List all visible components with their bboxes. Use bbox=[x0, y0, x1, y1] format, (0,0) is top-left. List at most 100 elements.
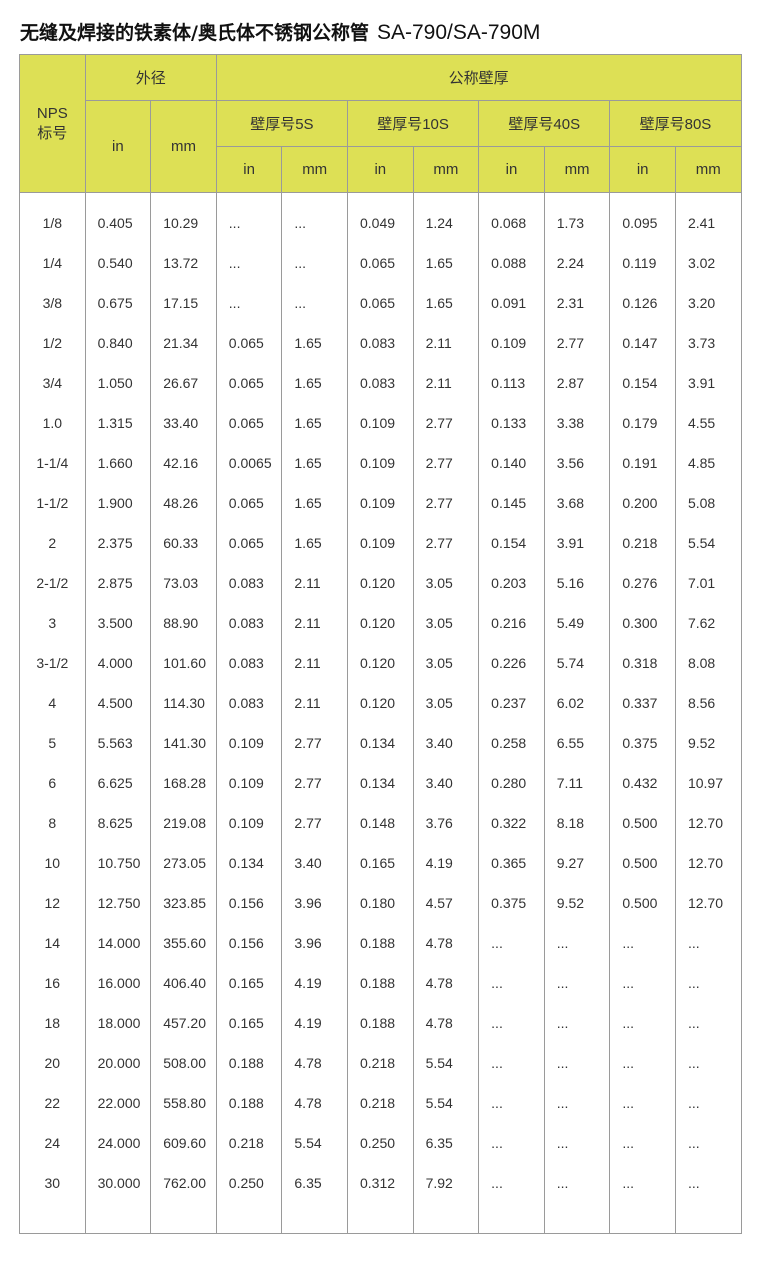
value-cell: 0.318 bbox=[609, 643, 676, 683]
value-cell: 6.02 bbox=[543, 683, 611, 723]
value-cell: 323.85 bbox=[150, 883, 217, 923]
header-sch-10s: 壁厚号10S bbox=[346, 100, 480, 147]
value-cell: 0.165 bbox=[215, 963, 283, 1003]
value-cell: 0.337 bbox=[609, 683, 676, 723]
value-cell: 0.188 bbox=[346, 963, 414, 1003]
value-cell: 7.62 bbox=[674, 603, 742, 643]
value-cell: 0.109 bbox=[478, 323, 545, 363]
value-cell: ... bbox=[543, 963, 611, 1003]
value-cell: ... bbox=[609, 1123, 676, 1163]
value-cell: 1.65 bbox=[281, 403, 348, 443]
value-cell: 4.85 bbox=[674, 443, 742, 483]
value-cell: 0.840 bbox=[84, 323, 152, 363]
value-cell: 3.40 bbox=[412, 763, 480, 803]
value-cell: 0.109 bbox=[215, 803, 283, 843]
value-cell: 0.109 bbox=[346, 523, 414, 563]
value-cell: 13.72 bbox=[150, 243, 217, 283]
value-cell: 3.68 bbox=[543, 483, 611, 523]
spacer-cell bbox=[281, 1203, 348, 1234]
value-cell: ... bbox=[478, 1123, 545, 1163]
nps-cell: 1/2 bbox=[19, 323, 86, 363]
value-cell: 609.60 bbox=[150, 1123, 217, 1163]
value-cell: 3.05 bbox=[412, 683, 480, 723]
spacer-cell bbox=[346, 1203, 414, 1234]
spacer-cell bbox=[215, 1203, 283, 1234]
value-cell: 5.74 bbox=[543, 643, 611, 683]
value-cell: ... bbox=[281, 283, 348, 323]
value-cell: 0.120 bbox=[346, 563, 414, 603]
value-cell: 0.109 bbox=[215, 763, 283, 803]
spacer-row bbox=[19, 1203, 742, 1234]
value-cell: 2.77 bbox=[281, 803, 348, 843]
value-cell: ... bbox=[281, 203, 348, 243]
value-cell: 0.134 bbox=[215, 843, 283, 883]
value-cell: 2.31 bbox=[543, 283, 611, 323]
value-cell: 0.154 bbox=[609, 363, 676, 403]
value-cell: 0.500 bbox=[609, 803, 676, 843]
value-cell: 0.191 bbox=[609, 443, 676, 483]
nps-cell: 12 bbox=[19, 883, 86, 923]
header-sch-5s: 壁厚号5S bbox=[215, 100, 348, 147]
value-cell: 0.375 bbox=[609, 723, 676, 763]
value-cell: 0.065 bbox=[215, 403, 283, 443]
value-cell: 9.52 bbox=[543, 883, 611, 923]
value-cell: 5.49 bbox=[543, 603, 611, 643]
value-cell: 4.500 bbox=[84, 683, 152, 723]
header-unit-mm: mm bbox=[412, 146, 480, 193]
spacer-cell bbox=[346, 192, 414, 203]
value-cell: 5.54 bbox=[412, 1083, 480, 1123]
nps-cell: 3/4 bbox=[19, 363, 86, 403]
value-cell: ... bbox=[478, 1043, 545, 1083]
table-row: 3 3.500 88.90 0.083 2.11 0.120 3.05 0.216 5.49 0.… bbox=[19, 603, 742, 643]
nps-cell: 6 bbox=[19, 763, 86, 803]
header-unit-in: in bbox=[346, 146, 414, 193]
value-cell: 1.900 bbox=[84, 483, 152, 523]
value-cell: ... bbox=[609, 1043, 676, 1083]
value-cell: 0.109 bbox=[346, 483, 414, 523]
spacer-cell bbox=[674, 192, 742, 203]
table-row: 3/8 0.675 17.15...... 0.065 1.65 0.091 2.31 0.1… bbox=[19, 283, 742, 323]
value-cell: 0.188 bbox=[346, 923, 414, 963]
value-cell: 355.60 bbox=[150, 923, 217, 963]
value-cell: ... bbox=[543, 1043, 611, 1083]
value-cell: 10.97 bbox=[674, 763, 742, 803]
value-cell: ... bbox=[215, 203, 283, 243]
value-cell: 0.276 bbox=[609, 563, 676, 603]
value-cell: 8.18 bbox=[543, 803, 611, 843]
value-cell: 0.188 bbox=[215, 1043, 283, 1083]
value-cell: 3.91 bbox=[674, 363, 742, 403]
value-cell: 0.083 bbox=[215, 603, 283, 643]
spacer-cell bbox=[84, 1203, 152, 1234]
table-row: 1-1/4 1.660 42.16 0.0065 1.65 0.109 2.77 0.140 3… bbox=[19, 443, 742, 483]
value-cell: 0.300 bbox=[609, 603, 676, 643]
value-cell: 0.068 bbox=[478, 203, 545, 243]
value-cell: 0.065 bbox=[346, 283, 414, 323]
spacer-cell bbox=[478, 1203, 545, 1234]
value-cell: 9.27 bbox=[543, 843, 611, 883]
value-cell: 0.049 bbox=[346, 203, 414, 243]
nps-cell: 22 bbox=[19, 1083, 86, 1123]
value-cell: 4.78 bbox=[281, 1083, 348, 1123]
value-cell: 0.540 bbox=[84, 243, 152, 283]
value-cell: 1.65 bbox=[412, 243, 480, 283]
value-cell: 0.675 bbox=[84, 283, 152, 323]
value-cell: ... bbox=[478, 1003, 545, 1043]
value-cell: 168.28 bbox=[150, 763, 217, 803]
value-cell: 0.156 bbox=[215, 923, 283, 963]
header-od-in: in bbox=[84, 100, 152, 193]
value-cell: ... bbox=[674, 1003, 742, 1043]
spacer-cell bbox=[412, 192, 480, 203]
spacer-cell bbox=[609, 192, 676, 203]
value-cell: 2.11 bbox=[281, 683, 348, 723]
value-cell: 0.083 bbox=[215, 683, 283, 723]
value-cell: ... bbox=[478, 963, 545, 1003]
value-cell: 4.19 bbox=[281, 1003, 348, 1043]
value-cell: 2.11 bbox=[281, 603, 348, 643]
value-cell: 1.315 bbox=[84, 403, 152, 443]
value-cell: 3.38 bbox=[543, 403, 611, 443]
value-cell: 0.091 bbox=[478, 283, 545, 323]
value-cell: 18.000 bbox=[84, 1003, 152, 1043]
header-unit-mm: mm bbox=[281, 146, 348, 193]
value-cell: 3.76 bbox=[412, 803, 480, 843]
value-cell: ... bbox=[215, 243, 283, 283]
